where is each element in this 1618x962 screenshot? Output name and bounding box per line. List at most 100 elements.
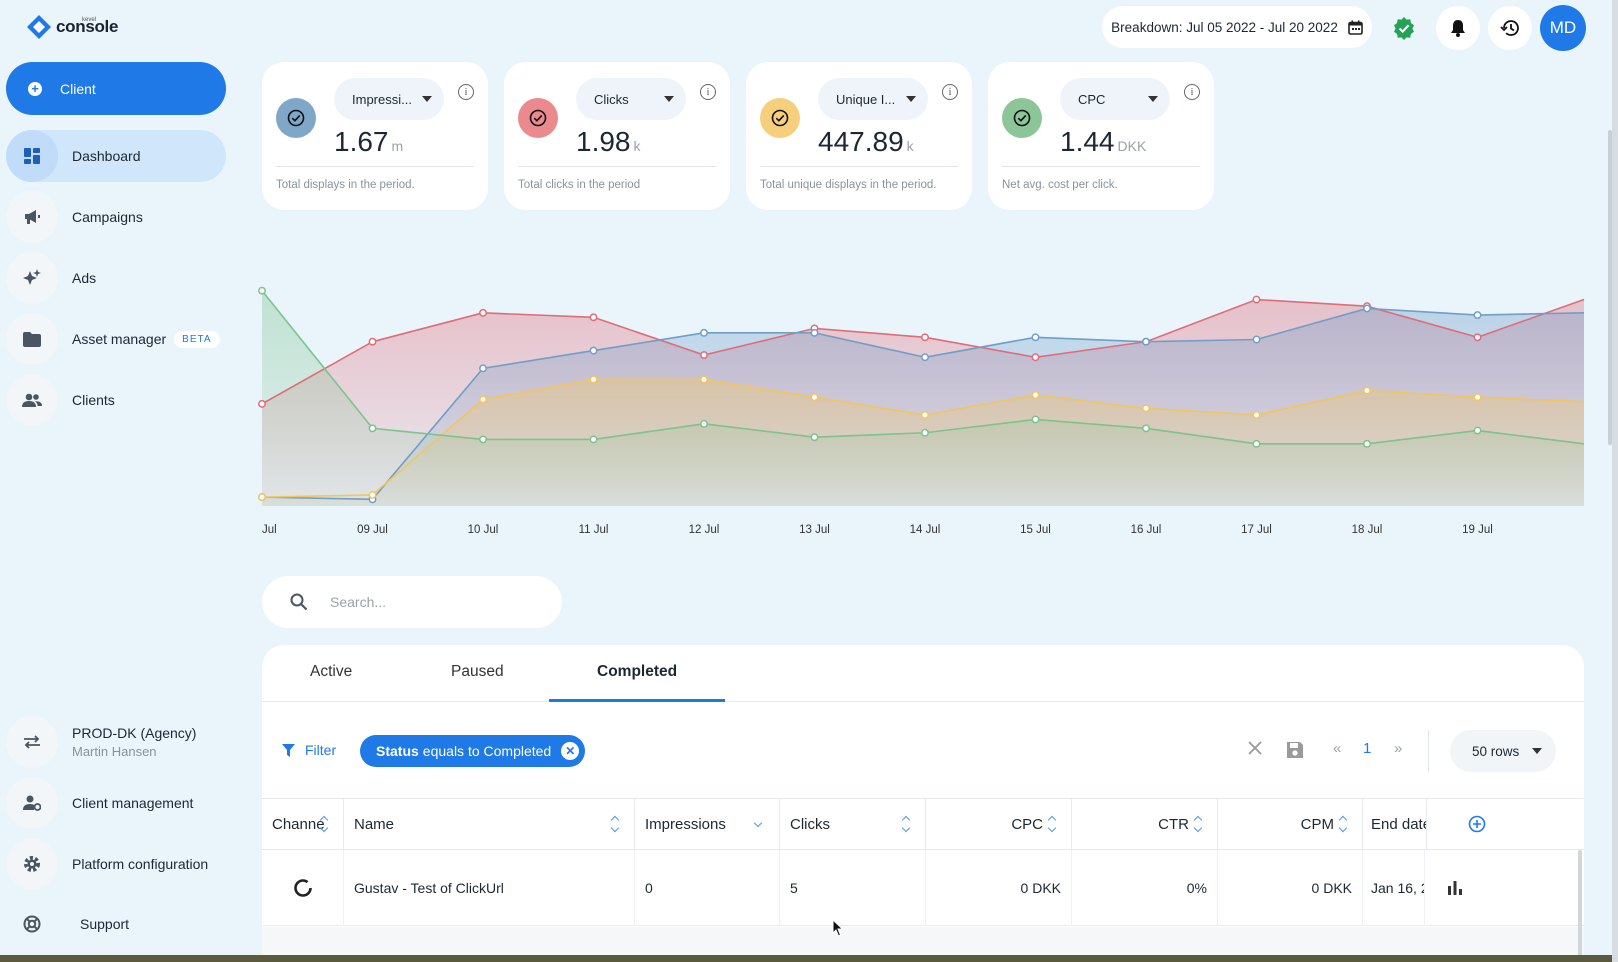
chart-point[interactable]: [921, 411, 929, 419]
tab-paused[interactable]: Paused: [451, 663, 504, 680]
pager-prev[interactable]: «: [1333, 740, 1342, 757]
bell-icon[interactable]: [1436, 6, 1480, 50]
column-header-impressions[interactable]: Impressions: [635, 799, 780, 849]
chart-point[interactable]: [258, 286, 266, 295]
chart-point[interactable]: [1252, 295, 1261, 304]
info-icon[interactable]: i: [1184, 84, 1200, 100]
sort-icon[interactable]: [1193, 815, 1203, 833]
kpi-metric-select[interactable]: Clicks: [576, 78, 686, 120]
filter-button[interactable]: Filter: [282, 742, 336, 758]
chart-point[interactable]: [921, 353, 929, 362]
chart-point[interactable]: [1142, 424, 1150, 433]
chart-point[interactable]: [810, 433, 819, 442]
chart-point[interactable]: [479, 435, 487, 444]
sidebar-item-ads[interactable]: Ads: [6, 252, 226, 304]
kpi-metric-select[interactable]: Impressi...: [334, 78, 444, 120]
client-button[interactable]: + Client: [6, 62, 226, 115]
column-header-ctr[interactable]: CTR: [1072, 799, 1218, 849]
sort-icon[interactable]: [1047, 815, 1057, 833]
chart-point[interactable]: [1363, 386, 1371, 395]
chart-point[interactable]: [1473, 393, 1482, 402]
chart-point[interactable]: [1252, 411, 1261, 419]
sidebar-item-agency-switch[interactable]: PROD-DK (Agency) Martin Hansen: [6, 716, 226, 768]
history-icon[interactable]: [1488, 6, 1532, 50]
bar-chart-icon[interactable]: [1425, 850, 1525, 926]
name-cell[interactable]: Gustav - Test of ClickUrl: [344, 850, 635, 926]
column-header-end-date[interactable]: End date: [1363, 799, 1427, 849]
chart-point[interactable]: [1142, 337, 1150, 346]
chart-point[interactable]: [368, 424, 377, 433]
chart-point[interactable]: [479, 395, 487, 404]
chart-point[interactable]: [589, 346, 598, 355]
chart-point[interactable]: [700, 375, 708, 384]
chart-point[interactable]: [1142, 404, 1150, 413]
user-avatar[interactable]: MD: [1540, 5, 1586, 51]
sidebar-item-asset-manager[interactable]: Asset manager BETA: [6, 313, 226, 365]
sidebar-item-platform-configuration[interactable]: Platform configuration: [6, 838, 226, 890]
chart-point[interactable]: [1363, 304, 1371, 313]
chart-point[interactable]: [589, 313, 598, 322]
verified-icon[interactable]: [1382, 6, 1426, 50]
chart-point[interactable]: [921, 333, 929, 342]
close-icon[interactable]: ✕: [561, 742, 580, 760]
chart-point[interactable]: [700, 328, 708, 337]
page-scrollbar[interactable]: [1608, 130, 1612, 445]
chart-point[interactable]: [1473, 311, 1482, 320]
table-scrollbar[interactable]: [1578, 850, 1582, 962]
kpi-metric-select[interactable]: CPC: [1060, 78, 1170, 120]
chart-point[interactable]: [700, 419, 708, 428]
chart-point[interactable]: [700, 351, 708, 359]
column-header-cpm[interactable]: CPM: [1218, 799, 1363, 849]
info-icon[interactable]: i: [700, 84, 716, 100]
chart-point[interactable]: [589, 435, 598, 444]
pager-current[interactable]: 1: [1363, 740, 1372, 757]
chart-point[interactable]: [921, 428, 929, 437]
chart-point[interactable]: [368, 490, 377, 499]
chart-point[interactable]: [1031, 415, 1040, 424]
tab-completed[interactable]: Completed: [597, 663, 678, 680]
sort-icon[interactable]: [319, 815, 328, 833]
info-icon[interactable]: i: [458, 84, 474, 100]
sidebar-item-support[interactable]: Support: [6, 898, 226, 950]
chart-point[interactable]: [1252, 439, 1261, 448]
chart-point[interactable]: [1363, 439, 1371, 448]
chart-point[interactable]: [1031, 353, 1040, 362]
info-icon[interactable]: i: [942, 84, 958, 100]
chart-point[interactable]: [1473, 333, 1482, 342]
chart-point[interactable]: [479, 308, 487, 317]
search-input[interactable]: Search...: [262, 576, 562, 628]
column-header-cpc[interactable]: CPC: [926, 799, 1072, 849]
table-row[interactable]: Gustav - Test of ClickUrl 0 5 0 DKK 0% 0…: [262, 850, 1584, 926]
sidebar-item-campaigns[interactable]: Campaigns: [6, 191, 226, 243]
sidebar-item-client-management[interactable]: Client management: [6, 777, 226, 829]
sort-icon[interactable]: [1338, 815, 1348, 833]
chart-point[interactable]: [810, 393, 819, 402]
sort-icon[interactable]: [610, 815, 620, 833]
pager-next[interactable]: »: [1394, 740, 1403, 757]
add-column-icon[interactable]: [1427, 799, 1527, 849]
sidebar-item-dashboard[interactable]: Dashboard: [6, 130, 226, 182]
sort-desc-icon[interactable]: [753, 818, 763, 828]
chart-point[interactable]: [589, 375, 598, 384]
chart-point[interactable]: [1252, 335, 1261, 344]
logo[interactable]: kevel console: [26, 14, 118, 40]
column-header-clicks[interactable]: Clicks: [780, 799, 926, 849]
column-header-channel[interactable]: Channe: [262, 799, 344, 849]
tab-active[interactable]: Active: [310, 663, 353, 680]
clear-filters-icon[interactable]: [1248, 741, 1262, 755]
chart-point[interactable]: [479, 364, 487, 373]
rows-per-page-select[interactable]: 50 rows: [1450, 730, 1556, 772]
kpi-metric-select[interactable]: Unique I...: [818, 78, 928, 120]
column-header-name[interactable]: Name: [344, 799, 635, 849]
filter-chip-status[interactable]: Status equals to Completed ✕: [360, 735, 586, 767]
chart-point[interactable]: [1031, 333, 1040, 342]
chart-point[interactable]: [810, 328, 819, 337]
chart-point[interactable]: [368, 337, 377, 346]
date-range-picker[interactable]: Breakdown: Jul 05 2022 - Jul 20 2022: [1102, 6, 1372, 48]
chart-point[interactable]: [1473, 426, 1482, 435]
chart-point[interactable]: [1031, 391, 1040, 399]
sort-icon[interactable]: [901, 815, 911, 833]
sidebar-item-clients[interactable]: Clients: [6, 374, 226, 426]
save-icon[interactable]: [1286, 741, 1304, 759]
chart-point[interactable]: [258, 399, 266, 408]
